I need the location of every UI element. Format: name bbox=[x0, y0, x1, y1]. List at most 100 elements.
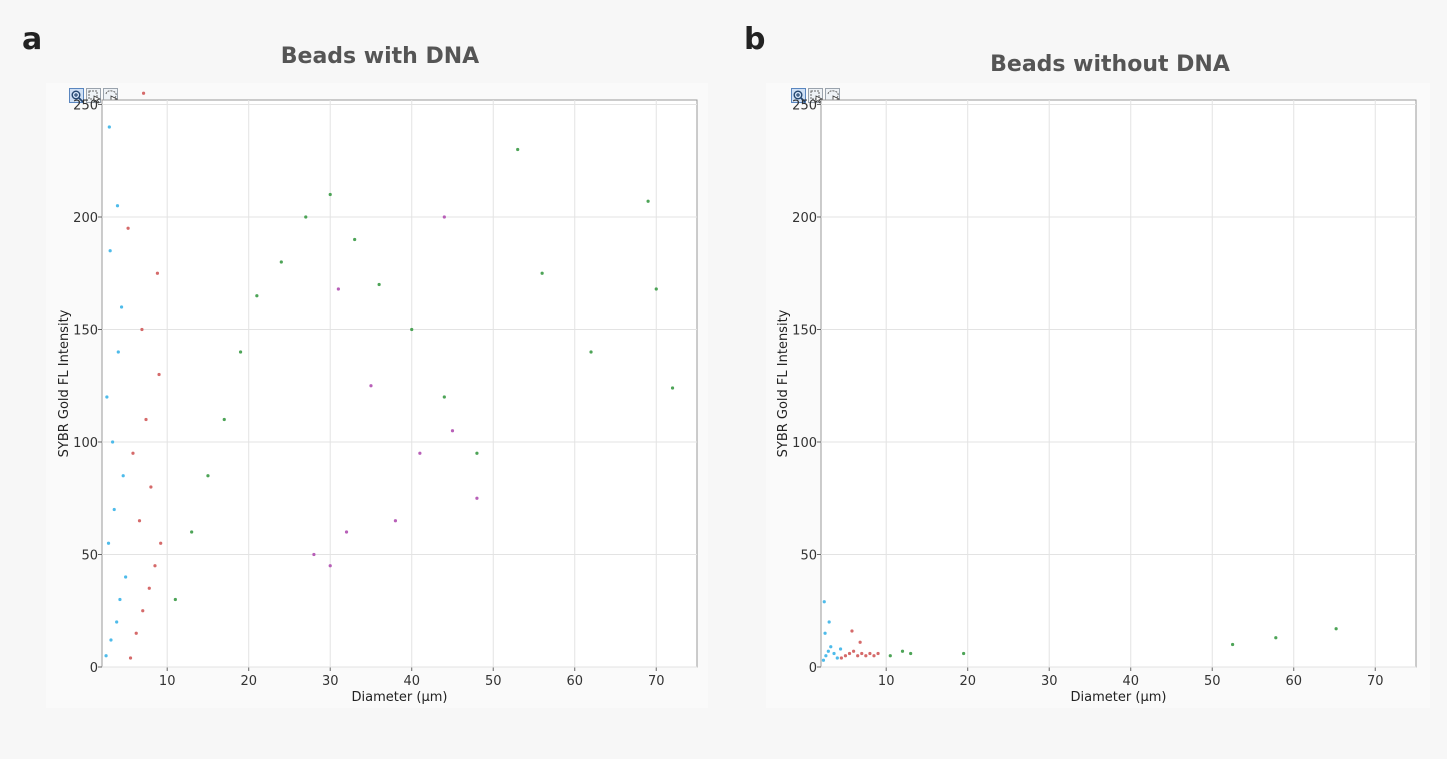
y-axis-label: SYBR Gold FL Intensity bbox=[776, 309, 791, 457]
data-point-series-1 bbox=[147, 586, 151, 590]
data-point-series-1 bbox=[153, 564, 157, 568]
data-point-series-3 bbox=[450, 429, 455, 433]
data-point-series-1 bbox=[134, 631, 138, 635]
data-point-series-1 bbox=[155, 271, 160, 275]
data-point-series-2 bbox=[888, 654, 892, 658]
data-point-series-1 bbox=[860, 651, 864, 656]
zoom-in-icon[interactable] bbox=[791, 88, 806, 103]
x-tick-label: 60 bbox=[566, 674, 583, 689]
data-point-series-0 bbox=[821, 658, 826, 662]
data-point-series-2 bbox=[190, 530, 194, 534]
data-point-series-1 bbox=[852, 649, 856, 653]
x-tick-label: 50 bbox=[485, 674, 502, 689]
x-tick-label: 10 bbox=[878, 674, 895, 689]
data-point-series-0 bbox=[115, 204, 120, 208]
x-tick-label: 20 bbox=[959, 674, 976, 689]
data-point-series-1 bbox=[876, 651, 880, 656]
data-point-series-1 bbox=[157, 372, 161, 377]
data-point-series-0 bbox=[822, 600, 826, 604]
data-point-series-0 bbox=[105, 395, 109, 399]
data-point-series-0 bbox=[110, 440, 115, 444]
y-tick-label: 200 bbox=[73, 211, 98, 226]
y-tick-label: 0 bbox=[90, 661, 98, 676]
data-point-series-0 bbox=[823, 631, 827, 635]
data-point-series-1 bbox=[144, 417, 148, 422]
data-point-series-1 bbox=[856, 654, 860, 658]
data-point-series-2 bbox=[1334, 627, 1338, 631]
data-point-series-0 bbox=[826, 649, 830, 653]
data-point-series-3 bbox=[312, 552, 316, 557]
data-point-series-0 bbox=[109, 638, 113, 642]
data-point-series-0 bbox=[108, 249, 112, 253]
data-point-series-2 bbox=[255, 294, 259, 298]
data-point-series-2 bbox=[206, 474, 210, 478]
data-point-series-1 bbox=[159, 541, 163, 545]
plot-area bbox=[101, 99, 698, 668]
y-tick-label: 200 bbox=[792, 211, 817, 226]
data-point-series-1 bbox=[141, 91, 146, 95]
data-point-series-2 bbox=[962, 651, 966, 656]
x-axis-label: Diameter (µm) bbox=[352, 690, 448, 705]
data-point-series-1 bbox=[847, 651, 852, 656]
data-point-series-0 bbox=[119, 305, 124, 309]
data-point-series-2 bbox=[304, 215, 308, 219]
data-point-series-0 bbox=[824, 654, 828, 658]
data-point-series-3 bbox=[418, 451, 422, 455]
data-point-series-0 bbox=[118, 597, 122, 602]
data-point-series-2 bbox=[909, 651, 913, 656]
select-icon[interactable] bbox=[808, 88, 824, 104]
data-point-series-0 bbox=[124, 575, 128, 579]
x-axis-label: Diameter (µm) bbox=[1071, 690, 1167, 705]
panel-a-letter: a bbox=[22, 22, 43, 57]
chart-b-group: 10 20 30 40 50 60 70 0 50 100 150 200 250 Diameter (µ… bbox=[776, 99, 1417, 705]
data-point-series-2 bbox=[516, 147, 520, 152]
data-point-series-1 bbox=[850, 629, 854, 633]
chart-a-group: 10 20 30 40 50 60 70 0 50 100 150 200 250 Diameter (µ… bbox=[57, 91, 698, 705]
data-point-series-0 bbox=[838, 647, 843, 651]
x-tick-label: 40 bbox=[1122, 674, 1139, 689]
y-tick-label: 50 bbox=[800, 549, 817, 564]
y-tick-label: 50 bbox=[81, 549, 98, 564]
data-point-series-3 bbox=[442, 215, 446, 219]
x-tick-label: 30 bbox=[1041, 674, 1058, 689]
zoom-in-icon[interactable] bbox=[69, 88, 84, 103]
x-tick-label: 40 bbox=[403, 674, 420, 689]
data-point-series-2 bbox=[540, 271, 544, 275]
data-point-series-2 bbox=[589, 350, 593, 354]
x-tick-label: 10 bbox=[159, 674, 176, 689]
x-tick-label: 30 bbox=[322, 674, 339, 689]
data-point-series-3 bbox=[328, 564, 332, 568]
y-tick-label: 250 bbox=[792, 99, 817, 114]
data-point-series-1 bbox=[858, 640, 862, 644]
data-point-series-2 bbox=[279, 260, 283, 264]
x-tick-label: 70 bbox=[1367, 674, 1384, 689]
data-point-series-3 bbox=[475, 496, 479, 500]
data-point-series-1 bbox=[868, 651, 872, 656]
data-point-series-0 bbox=[121, 474, 125, 478]
data-point-series-1 bbox=[137, 519, 142, 523]
panel-a-title: Beads with DNA bbox=[280, 44, 480, 69]
x-tick-label: 70 bbox=[648, 674, 665, 689]
data-point-series-0 bbox=[835, 656, 839, 660]
data-point-series-1 bbox=[839, 656, 843, 660]
data-point-series-2 bbox=[900, 649, 905, 653]
select-icon[interactable] bbox=[86, 88, 102, 104]
data-point-series-2 bbox=[1274, 636, 1278, 640]
data-point-series-2 bbox=[173, 597, 177, 602]
data-point-series-0 bbox=[115, 620, 119, 624]
data-point-series-1 bbox=[864, 654, 868, 658]
data-point-series-2 bbox=[1231, 642, 1235, 647]
data-point-series-1 bbox=[149, 485, 153, 489]
data-point-series-2 bbox=[238, 350, 243, 354]
data-point-series-2 bbox=[442, 395, 446, 399]
x-tick-label: 50 bbox=[1204, 674, 1221, 689]
y-tick-label: 150 bbox=[73, 324, 98, 339]
data-point-series-0 bbox=[107, 125, 111, 129]
data-point-series-2 bbox=[475, 451, 479, 455]
data-point-series-0 bbox=[106, 541, 111, 545]
data-point-series-0 bbox=[829, 645, 833, 649]
data-point-series-2 bbox=[222, 417, 226, 422]
